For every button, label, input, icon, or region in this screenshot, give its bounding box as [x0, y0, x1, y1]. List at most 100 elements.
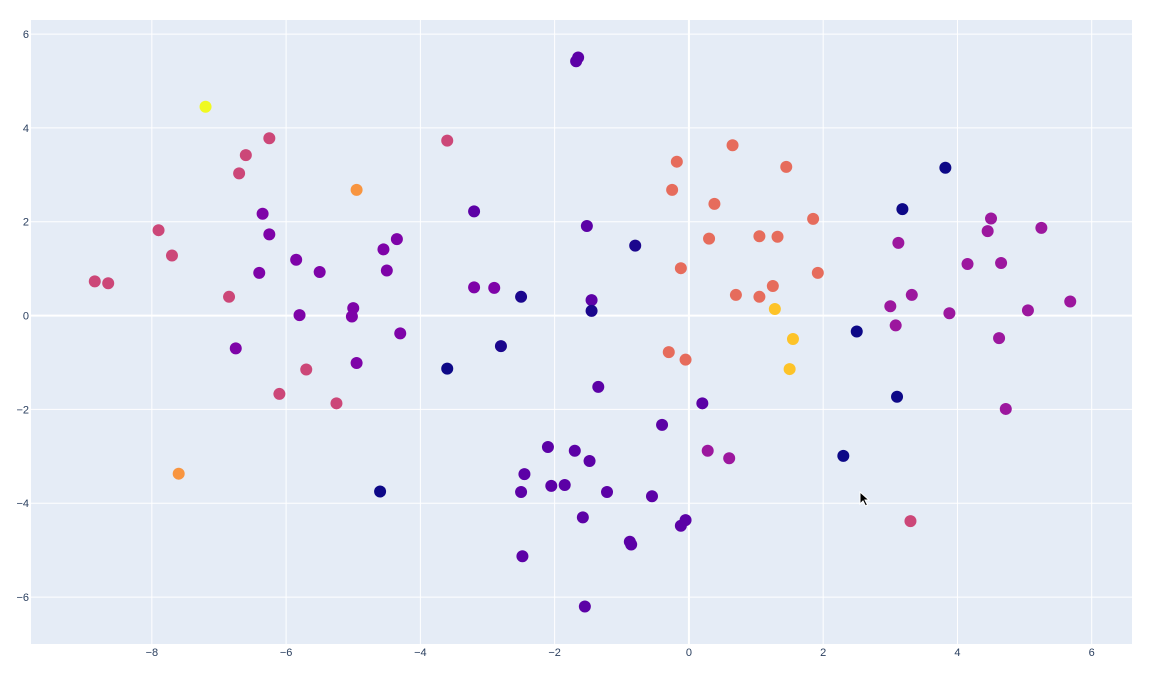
scatter-point[interactable] [766, 280, 779, 293]
scatter-point[interactable] [515, 485, 528, 498]
scatter-point[interactable] [515, 290, 528, 303]
scatter-point[interactable] [223, 290, 236, 303]
scatter-point[interactable] [541, 440, 554, 453]
scatter-point[interactable] [380, 264, 393, 277]
scatter-point[interactable] [786, 333, 799, 346]
scatter-point[interactable] [723, 452, 736, 465]
scatter-point[interactable] [374, 485, 387, 498]
scatter-point[interactable] [165, 249, 178, 262]
scatter-point[interactable] [679, 353, 692, 366]
scatter-point[interactable] [229, 342, 242, 355]
scatter-point[interactable] [468, 281, 481, 294]
scatter-point[interactable] [995, 257, 1008, 270]
scatter-point[interactable] [558, 478, 571, 491]
scatter-point[interactable] [441, 134, 454, 147]
scatter-point[interactable] [771, 230, 784, 243]
scatter-point[interactable] [708, 197, 721, 210]
scatter-point[interactable] [350, 183, 363, 196]
scatter-point[interactable] [580, 219, 593, 232]
plot-background [31, 20, 1132, 644]
scatter-point[interactable] [1064, 295, 1077, 308]
scatter-point[interactable] [850, 325, 863, 338]
scatter-point[interactable] [729, 288, 742, 301]
scatter-point[interactable] [1021, 304, 1034, 317]
scatter-point[interactable] [981, 225, 994, 238]
scatter-point[interactable] [837, 449, 850, 462]
scatter-point[interactable] [293, 309, 306, 322]
scatter-point[interactable] [811, 266, 824, 279]
scatter-point[interactable] [468, 205, 481, 218]
scatter-point[interactable] [601, 485, 614, 498]
scatter-point[interactable] [674, 262, 687, 275]
scatter-point[interactable] [625, 538, 638, 551]
scatter-point[interactable] [904, 515, 917, 528]
scatter-point[interactable] [172, 467, 185, 480]
scatter-point[interactable] [88, 275, 101, 288]
scatter-point[interactable] [1035, 221, 1048, 234]
scatter-point[interactable] [488, 281, 501, 294]
scatter-point[interactable] [726, 139, 739, 152]
scatter-point[interactable] [290, 253, 303, 266]
scatter-point[interactable] [961, 257, 974, 270]
scatter-point[interactable] [263, 132, 276, 145]
scatter-point[interactable] [662, 346, 675, 359]
scatter-point[interactable] [993, 332, 1006, 345]
scatter-point[interactable] [891, 390, 904, 403]
scatter-point[interactable] [350, 356, 363, 369]
scatter-point[interactable] [645, 490, 658, 503]
scatter-point[interactable] [263, 228, 276, 241]
scatter-point[interactable] [583, 455, 596, 468]
scatter-point[interactable] [783, 363, 796, 376]
scatter-point[interactable] [753, 230, 766, 243]
scatter-point[interactable] [939, 161, 952, 174]
scatter-point[interactable] [999, 402, 1012, 415]
scatter-point[interactable] [780, 160, 793, 173]
scatter-point[interactable] [889, 319, 902, 332]
scatter-point[interactable] [578, 600, 591, 613]
scatter-point[interactable] [892, 236, 905, 249]
scatter-point[interactable] [703, 232, 716, 245]
scatter-point[interactable] [679, 514, 692, 527]
scatter-point[interactable] [696, 397, 709, 410]
scatter-point[interactable] [545, 479, 558, 492]
scatter-point[interactable] [239, 149, 252, 162]
scatter-point[interactable] [330, 397, 343, 410]
scatter-point[interactable] [943, 307, 956, 320]
scatter-point[interactable] [629, 239, 642, 252]
scatter-point[interactable] [313, 265, 326, 278]
scatter-point[interactable] [233, 167, 246, 180]
scatter-point[interactable] [656, 418, 669, 431]
scatter-point[interactable] [377, 243, 390, 256]
scatter-point[interactable] [273, 387, 286, 400]
scatter-point[interactable] [985, 212, 998, 225]
x-axis-ticks: −8 −6 −4 −2 0 2 4 6 [146, 647, 1095, 659]
scatter-point[interactable] [152, 224, 165, 237]
scatter-point[interactable] [300, 363, 313, 376]
scatter-point[interactable] [199, 100, 212, 113]
scatter-point[interactable] [585, 304, 598, 317]
scatter-point[interactable] [516, 550, 529, 563]
scatter-point[interactable] [570, 55, 583, 68]
scatter-point[interactable] [576, 511, 589, 524]
scatter-point[interactable] [768, 303, 781, 316]
scatter-point[interactable] [905, 288, 918, 301]
scatter-point[interactable] [753, 290, 766, 303]
scatter-point[interactable] [518, 468, 531, 481]
scatter-point[interactable] [884, 300, 897, 313]
scatter-point[interactable] [585, 294, 598, 307]
scatter-point[interactable] [390, 233, 403, 246]
scatter-point[interactable] [666, 183, 679, 196]
scatter-point[interactable] [345, 310, 358, 323]
scatter-point[interactable] [807, 212, 820, 225]
scatter-point[interactable] [253, 266, 266, 279]
scatter-point[interactable] [394, 327, 407, 340]
scatter-point[interactable] [670, 155, 683, 168]
scatter-point[interactable] [568, 444, 581, 457]
scatter-point[interactable] [494, 340, 507, 353]
scatter-point[interactable] [256, 207, 269, 220]
scatter-point[interactable] [102, 277, 115, 290]
scatter-point[interactable] [592, 380, 605, 393]
scatter-point[interactable] [701, 444, 714, 457]
scatter-point[interactable] [441, 362, 454, 375]
scatter-point[interactable] [896, 203, 909, 216]
